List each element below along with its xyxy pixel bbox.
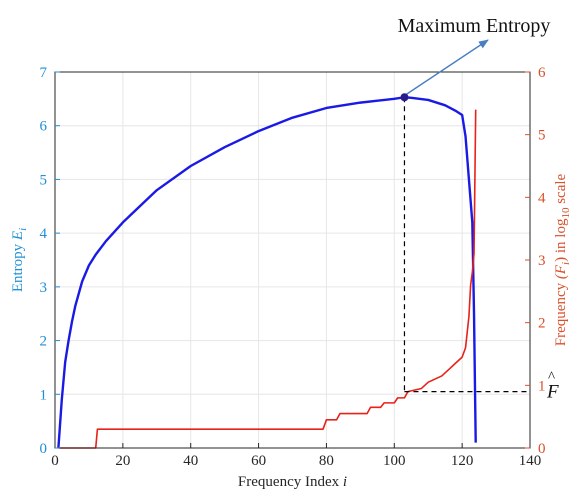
y-left-tick-label: 2 xyxy=(40,334,48,350)
x-tick-label: 40 xyxy=(183,453,198,469)
x-tick-label: 20 xyxy=(115,453,130,469)
entropy-line xyxy=(57,96,477,449)
y-left-tick-label: 7 xyxy=(40,65,48,81)
y-right-tick-label: 2 xyxy=(538,316,546,332)
y-left-tick-label: 1 xyxy=(40,387,48,403)
y-left-tick-label: 4 xyxy=(40,226,48,242)
y-right-tick-label: 5 xyxy=(538,128,546,144)
y-left-tick-label: 3 xyxy=(40,280,48,296)
x-tick-label: 80 xyxy=(319,453,334,469)
frequency-line xyxy=(58,109,477,449)
f-hat-caret: ^ xyxy=(548,370,555,386)
y-left-axis-label: Entropy Ei xyxy=(10,228,29,292)
grid-lines xyxy=(54,71,531,449)
y-right-tick-label: 3 xyxy=(538,253,546,269)
max-entropy-label: Maximum Entropy xyxy=(398,15,551,37)
y-left-tick-label: 5 xyxy=(40,172,48,188)
max-entropy-point xyxy=(400,93,409,102)
x-tick-label: 0 xyxy=(51,453,59,469)
axes-layer: 0 20 40 60 80 100 120 140012345670123456Frequen… xyxy=(10,65,572,490)
x-tick-label: 140 xyxy=(519,453,542,469)
y-right-tick-label: 0 xyxy=(538,441,546,457)
x-tick-label: 120 xyxy=(451,453,474,469)
y-right-tick-label: 6 xyxy=(538,65,546,81)
f-hat-label: F xyxy=(546,382,559,403)
y-left-tick-label: 6 xyxy=(40,119,48,135)
x-tick-label: 60 xyxy=(251,453,266,469)
x-tick-label: 100 xyxy=(383,453,406,469)
max-entropy-arrow xyxy=(406,39,489,95)
y-right-axis-label: Frequency (Fi) in log10 scale xyxy=(553,173,572,346)
y-right-tick-label: 1 xyxy=(538,378,546,394)
x-axis-label: Frequency Index i xyxy=(238,474,347,490)
y-right-tick-label: 4 xyxy=(538,190,546,206)
y-left-tick-label: 0 xyxy=(40,441,48,457)
annotation-layer: Maximum Entropy F^ xyxy=(398,15,559,403)
series-layer xyxy=(57,96,477,449)
